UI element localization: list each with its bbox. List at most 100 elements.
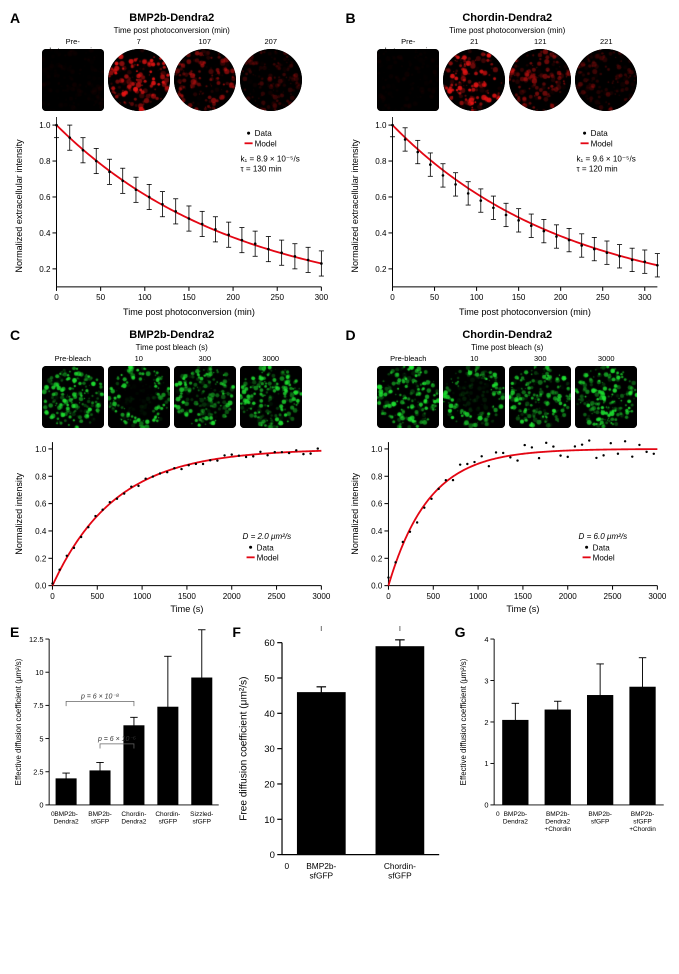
svg-text:100: 100 [138, 293, 152, 302]
svg-text:0: 0 [386, 592, 391, 601]
svg-text:1.0: 1.0 [371, 445, 383, 454]
svg-text:0: 0 [54, 293, 59, 302]
panel-f: F 0102030405060Free diffusion coefficien… [232, 626, 446, 912]
svg-text:Dendra2: Dendra2 [502, 819, 527, 826]
svg-text:0.4: 0.4 [371, 527, 383, 536]
svg-text:250: 250 [595, 293, 609, 302]
svg-text:BMP2b-: BMP2b- [546, 811, 570, 818]
svg-text:2500: 2500 [603, 592, 621, 601]
row-ab: A BMP2b-Dendra2 Time post photoconversio… [10, 12, 669, 319]
svg-text:0.4: 0.4 [375, 229, 387, 238]
svg-text:0: 0 [51, 811, 55, 818]
svg-text:1: 1 [484, 759, 488, 768]
svg-text:1000: 1000 [133, 592, 151, 601]
svg-text:Normalized intensity: Normalized intensity [14, 473, 24, 555]
svg-text:BMP2b-: BMP2b- [54, 811, 78, 818]
svg-text:0.6: 0.6 [35, 500, 47, 509]
svg-text:60: 60 [265, 638, 276, 649]
panel-d-timepost: Time post bleach (s) [346, 343, 670, 352]
svg-text:150: 150 [182, 293, 196, 302]
svg-text:Time post photoconversion (min: Time post photoconversion (min) [459, 307, 591, 317]
svg-text:0.8: 0.8 [39, 157, 51, 166]
svg-text:Normalized extracellular inten: Normalized extracellular intensity [350, 139, 360, 273]
svg-text:200: 200 [553, 293, 567, 302]
svg-text:0.4: 0.4 [35, 527, 47, 536]
panel-a-title: BMP2b-Dendra2 [10, 12, 334, 24]
svg-text:Normalized intensity: Normalized intensity [350, 473, 360, 555]
svg-text:0.8: 0.8 [35, 472, 47, 481]
svg-text:30: 30 [265, 744, 276, 755]
svg-text:D = 6.0 μm²/s: D = 6.0 μm²/s [578, 532, 627, 541]
svg-text:150: 150 [511, 293, 525, 302]
svg-text:Free diffusion coefficient (μm: Free diffusion coefficient (μm²/s) [239, 677, 250, 821]
svg-text:sfGFP: sfGFP [193, 819, 211, 826]
panel-d: D Chordin-Dendra2 Time post bleach (s) P… [346, 329, 670, 616]
svg-text:250: 250 [270, 293, 284, 302]
svg-text:1.0: 1.0 [35, 445, 47, 454]
svg-text:+Chordin: +Chordin [629, 826, 656, 833]
svg-text:1000: 1000 [469, 592, 487, 601]
svg-text:2000: 2000 [558, 592, 576, 601]
svg-text:0: 0 [496, 811, 500, 818]
svg-text:Chordin-: Chordin- [155, 811, 180, 818]
panel-d-label: D [346, 327, 356, 343]
svg-text:Time post photoconversion (min: Time post photoconversion (min) [123, 307, 255, 317]
svg-text:k₁ = 9.6 × 10⁻⁵/s: k₁ = 9.6 × 10⁻⁵/s [576, 154, 635, 163]
panel-b-title: Chordin-Dendra2 [346, 12, 670, 24]
panel-b-label: B [346, 10, 356, 26]
svg-text:1.0: 1.0 [375, 121, 387, 130]
panel-c-timepost: Time post bleach (s) [10, 343, 334, 352]
svg-text:τ = 130 min: τ = 130 min [240, 165, 281, 174]
svg-text:+Chordin: +Chordin [544, 826, 571, 833]
svg-text:1500: 1500 [513, 592, 531, 601]
svg-text:BMP2b-: BMP2b- [588, 811, 612, 818]
panel-f-label: F [232, 624, 241, 640]
svg-text:40: 40 [265, 709, 276, 720]
svg-text:BMP2b-: BMP2b- [88, 811, 112, 818]
svg-text:sfGFP: sfGFP [388, 871, 412, 881]
panel-d-thumbs: Pre-bleach103003000 [346, 354, 670, 428]
svg-text:Data: Data [255, 129, 273, 138]
panel-b-timepost: Time post photoconversion (min) [346, 26, 670, 35]
svg-text:50: 50 [96, 293, 105, 302]
svg-text:2: 2 [484, 718, 488, 727]
svg-text:0: 0 [270, 850, 275, 861]
svg-text:5: 5 [39, 735, 43, 744]
svg-text:Model: Model [592, 554, 614, 563]
svg-text:Dendra2: Dendra2 [545, 819, 570, 826]
svg-text:Model: Model [590, 139, 612, 148]
svg-text:1.0: 1.0 [39, 121, 51, 130]
svg-text:20: 20 [265, 780, 276, 791]
panel-c-title: BMP2b-Dendra2 [10, 329, 334, 341]
panel-c-label: C [10, 327, 20, 343]
svg-text:sfGFP: sfGFP [591, 819, 609, 826]
svg-text:1500: 1500 [178, 592, 196, 601]
svg-text:p = 6 × 10⁻⁶: p = 6 × 10⁻⁶ [97, 736, 136, 743]
svg-text:sfGFP: sfGFP [310, 871, 334, 881]
panel-d-title: Chordin-Dendra2 [346, 329, 670, 341]
svg-text:50: 50 [430, 293, 439, 302]
svg-text:500: 500 [91, 592, 105, 601]
svg-text:12.5: 12.5 [29, 635, 43, 644]
svg-text:300: 300 [638, 293, 652, 302]
panel-b: B Chordin-Dendra2 Time post photoconvers… [346, 12, 670, 319]
figure-root: A BMP2b-Dendra2 Time post photoconversio… [0, 0, 679, 920]
panel-b-thumbs: Pre- photoconversion21121221 [346, 37, 670, 111]
panel-d-chart: 0500100015002000250030000.00.20.40.60.81… [346, 434, 670, 616]
svg-text:2.5: 2.5 [33, 768, 43, 777]
svg-text:BMP2b-: BMP2b- [630, 811, 654, 818]
svg-text:Effective diffusion coefficien: Effective diffusion coefficient (μm²/s) [14, 658, 23, 785]
panel-c-thumbs: Pre-bleach103003000 [10, 354, 334, 428]
svg-text:Time (s): Time (s) [170, 604, 203, 614]
svg-text:4: 4 [484, 635, 488, 644]
panel-g: G 01234Effective diffusion coefficient (… [455, 626, 669, 912]
svg-text:0: 0 [285, 861, 290, 871]
svg-text:Data: Data [592, 543, 610, 552]
svg-text:p = 6 × 10⁻⁸: p = 6 × 10⁻⁸ [80, 694, 119, 701]
panel-a-thumbs: Pre- photoconversion7107207 [10, 37, 334, 111]
svg-text:3000: 3000 [312, 592, 330, 601]
svg-text:sfGFP: sfGFP [633, 819, 651, 826]
svg-text:0.6: 0.6 [39, 193, 51, 202]
svg-text:Normalized extracellular inten: Normalized extracellular intensity [14, 139, 24, 273]
svg-text:sfGFP: sfGFP [91, 819, 109, 826]
